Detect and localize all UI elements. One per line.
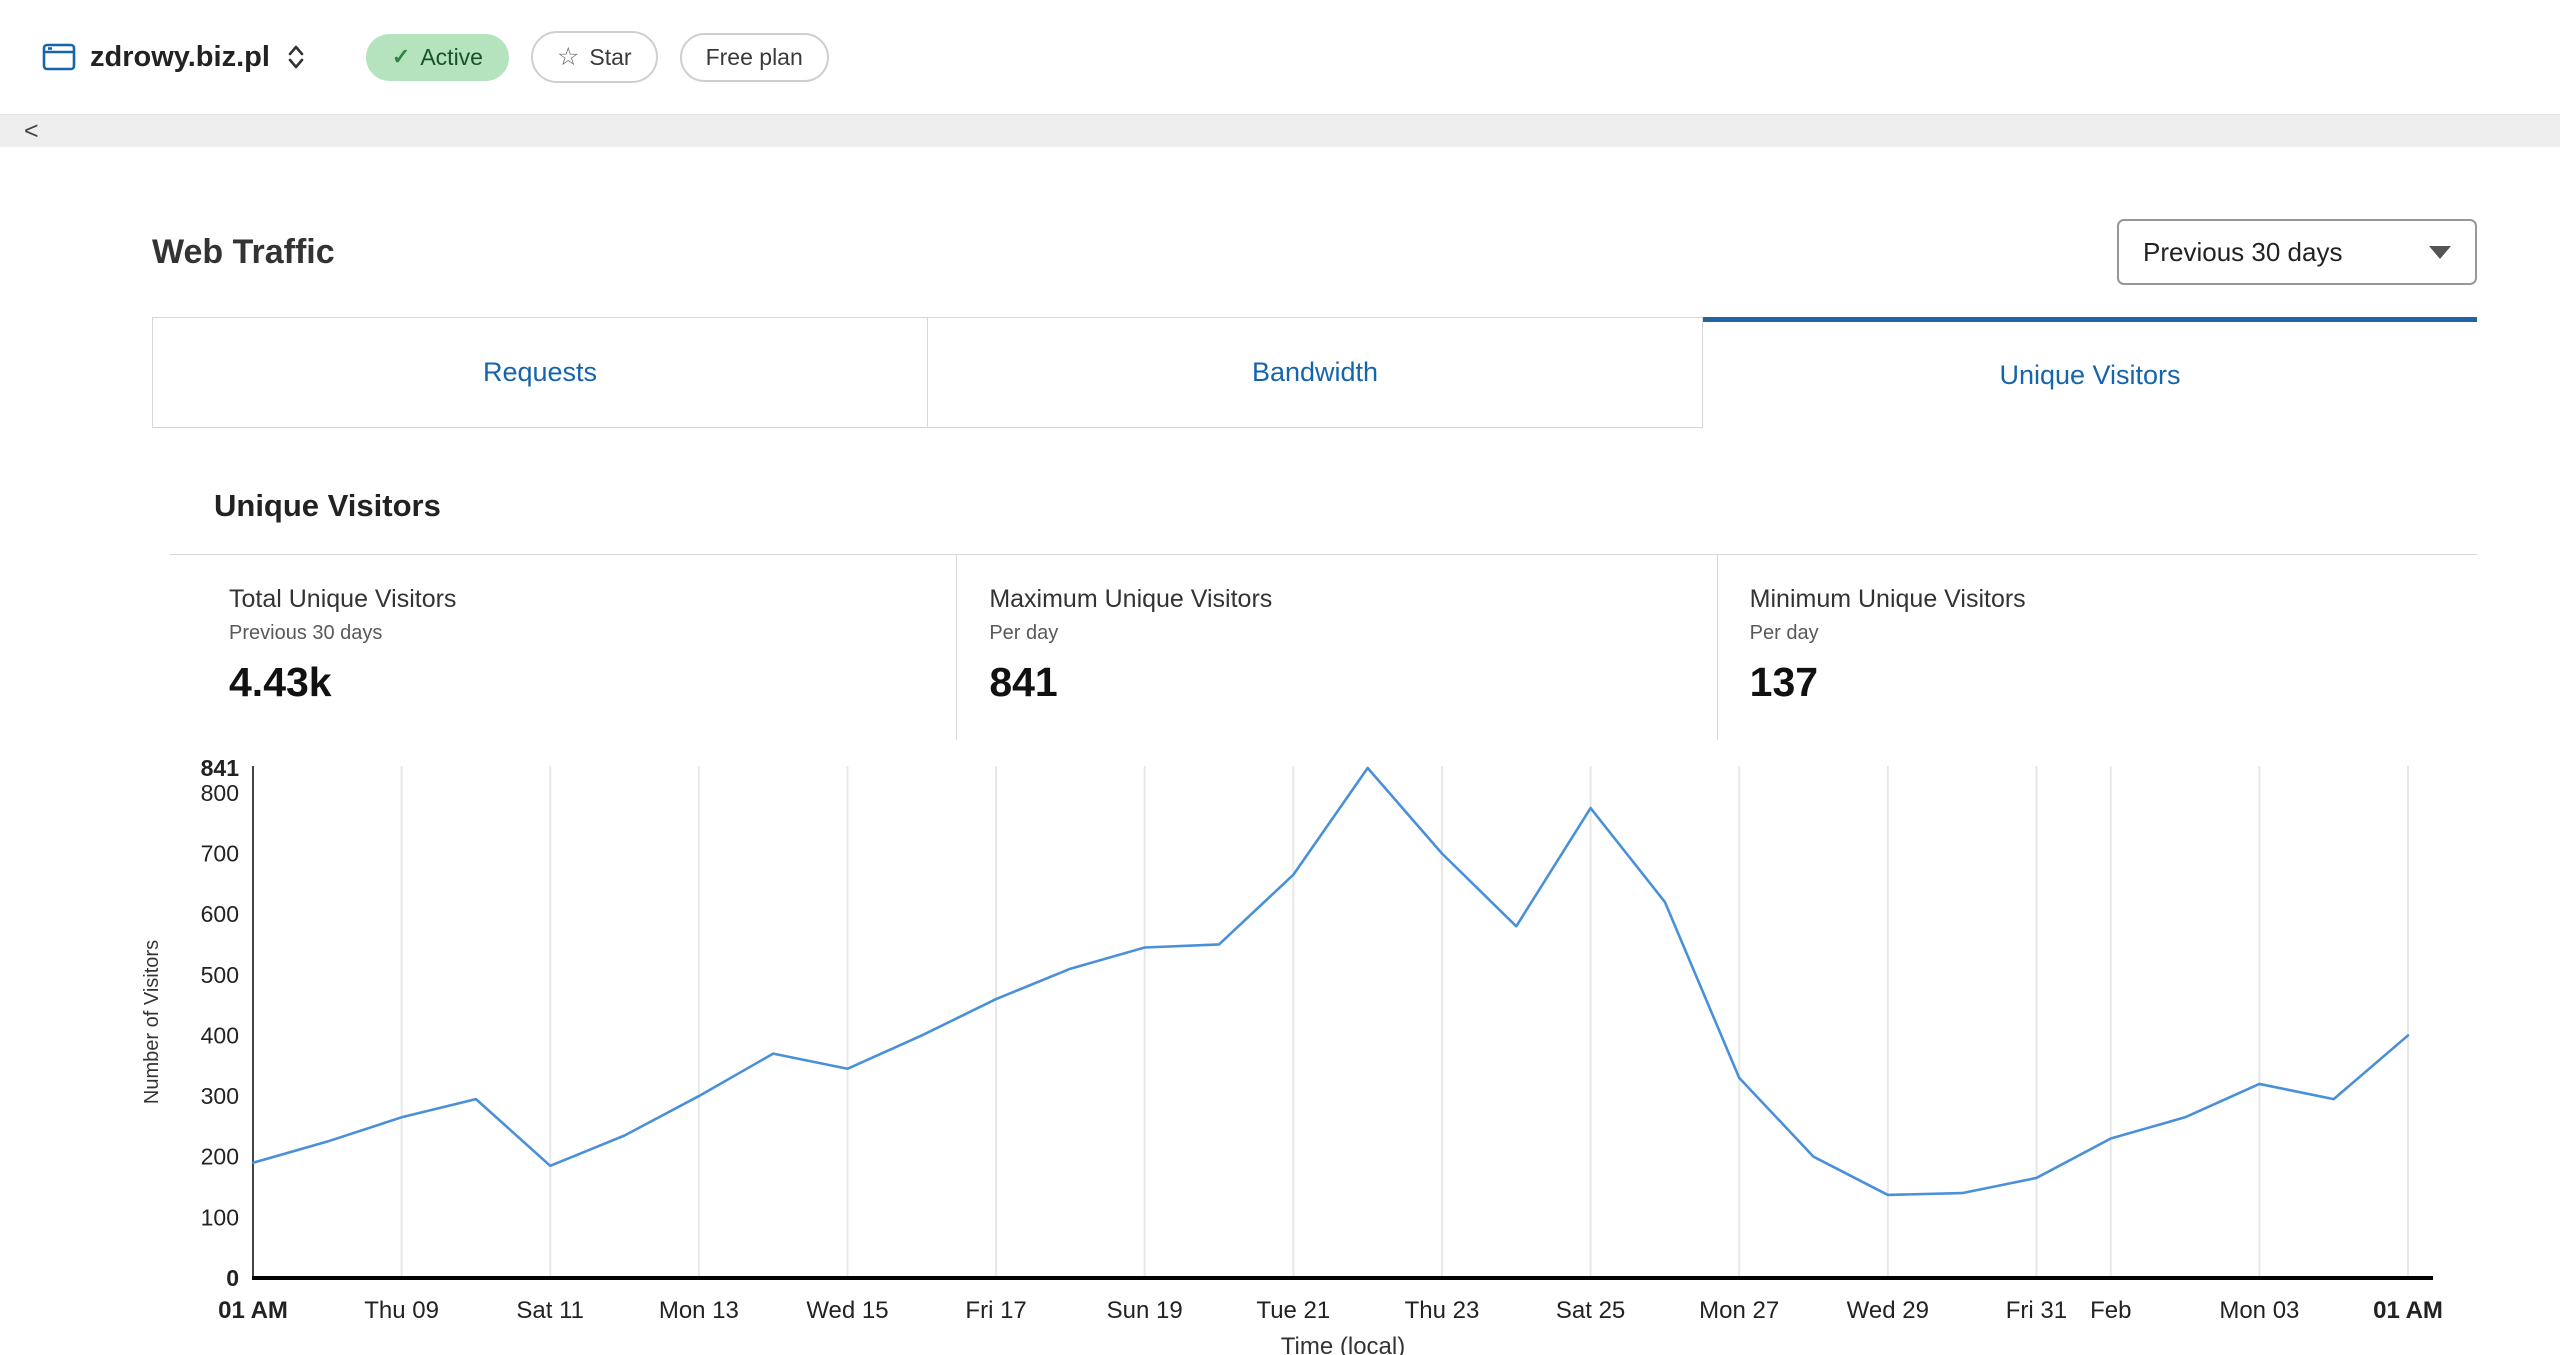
- plan-badge: Free plan: [679, 32, 829, 82]
- plan-badge-label: Free plan: [705, 43, 803, 70]
- svg-text:700: 700: [201, 841, 239, 867]
- svg-text:Time (local): Time (local): [1281, 1333, 1405, 1355]
- svg-text:400: 400: [201, 1022, 239, 1048]
- stat-title: Maximum Unique Visitors: [989, 585, 1273, 613]
- site-header: zdrowy.biz.pl ✓ Active ☆ Star Free plan: [0, 0, 2560, 114]
- stat-min-unique-visitors: Minimum Unique Visitors Per day 137: [1716, 555, 2477, 740]
- tab-unique-visitors[interactable]: Unique Visitors: [1703, 317, 2477, 428]
- tab-unique-visitors-label: Unique Visitors: [1999, 359, 2181, 390]
- traffic-tabs: Requests Bandwidth Unique Visitors: [152, 317, 2477, 428]
- star-button[interactable]: ☆ Star: [530, 31, 658, 83]
- svg-text:200: 200: [201, 1144, 239, 1170]
- web-traffic-panel: Web Traffic Previous 30 days Requests Ba…: [0, 147, 2560, 1355]
- date-range-dropdown[interactable]: Previous 30 days: [2117, 219, 2477, 285]
- collapse-chevron-icon[interactable]: <: [24, 116, 39, 145]
- stat-title: Total Unique Visitors: [229, 585, 457, 613]
- svg-text:Fri 31: Fri 31: [2006, 1297, 2067, 1324]
- tab-bandwidth[interactable]: Bandwidth: [928, 317, 1703, 428]
- chevron-down-icon: [2429, 245, 2451, 259]
- status-badge-label: Active: [420, 43, 483, 70]
- stat-subtitle: Previous 30 days: [229, 622, 383, 644]
- svg-text:Sat 11: Sat 11: [516, 1297, 584, 1324]
- svg-text:Wed 15: Wed 15: [806, 1297, 888, 1324]
- stat-total-unique-visitors: Total Unique Visitors Previous 30 days 4…: [170, 555, 956, 740]
- svg-text:Sun 19: Sun 19: [1107, 1297, 1183, 1324]
- svg-text:Fri 17: Fri 17: [965, 1297, 1026, 1324]
- stat-subtitle: Per day: [989, 622, 1059, 644]
- stat-max-unique-visitors: Maximum Unique Visitors Per day 841: [956, 555, 1716, 740]
- svg-text:Sat 25: Sat 25: [1556, 1297, 1625, 1324]
- stat-value: 137: [1749, 659, 1819, 705]
- site-icon: [42, 42, 76, 72]
- stat-subtitle: Per day: [1749, 622, 1819, 644]
- tab-requests-label: Requests: [482, 357, 598, 387]
- tab-requests[interactable]: Requests: [152, 317, 928, 428]
- check-icon: ✓: [391, 44, 411, 69]
- tab-bandwidth-label: Bandwidth: [1251, 357, 1379, 387]
- unique-visitors-section: Unique Visitors Total Unique Visitors Pr…: [141, 488, 2477, 1355]
- site-switcher-icon[interactable]: [284, 42, 308, 72]
- star-button-label: Star: [589, 43, 632, 70]
- svg-text:01 AM: 01 AM: [218, 1297, 288, 1324]
- svg-text:Mon 13: Mon 13: [659, 1297, 739, 1324]
- page-title: Web Traffic: [152, 232, 335, 271]
- status-badge: ✓ Active: [365, 33, 509, 81]
- svg-text:Thu 09: Thu 09: [364, 1297, 439, 1324]
- svg-text:Tue 21: Tue 21: [1256, 1297, 1330, 1324]
- site-name: zdrowy.biz.pl: [90, 40, 270, 73]
- svg-text:0: 0: [226, 1265, 239, 1291]
- svg-text:100: 100: [201, 1204, 239, 1230]
- svg-text:01 AM: 01 AM: [2373, 1297, 2443, 1324]
- svg-text:600: 600: [201, 901, 239, 927]
- svg-text:800: 800: [201, 780, 239, 806]
- stat-title: Minimum Unique Visitors: [1749, 585, 2026, 613]
- svg-text:Mon 03: Mon 03: [2219, 1297, 2299, 1324]
- stat-value: 4.43k: [229, 659, 332, 705]
- section-title: Unique Visitors: [214, 488, 441, 523]
- svg-text:Thu 23: Thu 23: [1405, 1297, 1480, 1324]
- svg-text:300: 300: [201, 1083, 239, 1109]
- date-range-value: Previous 30 days: [2143, 236, 2343, 267]
- unique-visitors-chart: 841 800 700 600 500 400 300 200 100 0 01 AM Thu 09 S…: [0, 750, 2560, 1355]
- svg-text:Wed 29: Wed 29: [1847, 1297, 1929, 1324]
- stat-value: 841: [989, 659, 1058, 705]
- svg-text:Mon 27: Mon 27: [1699, 1297, 1779, 1324]
- svg-text:841: 841: [201, 755, 240, 781]
- star-icon: ☆: [556, 43, 580, 71]
- stats-row: Total Unique Visitors Previous 30 days 4…: [170, 554, 2477, 740]
- svg-text:Feb: Feb: [2090, 1297, 2131, 1324]
- svg-text:500: 500: [201, 962, 239, 988]
- svg-text:Number of Visitors: Number of Visitors: [141, 940, 163, 1104]
- collapse-strip: <: [0, 114, 2560, 147]
